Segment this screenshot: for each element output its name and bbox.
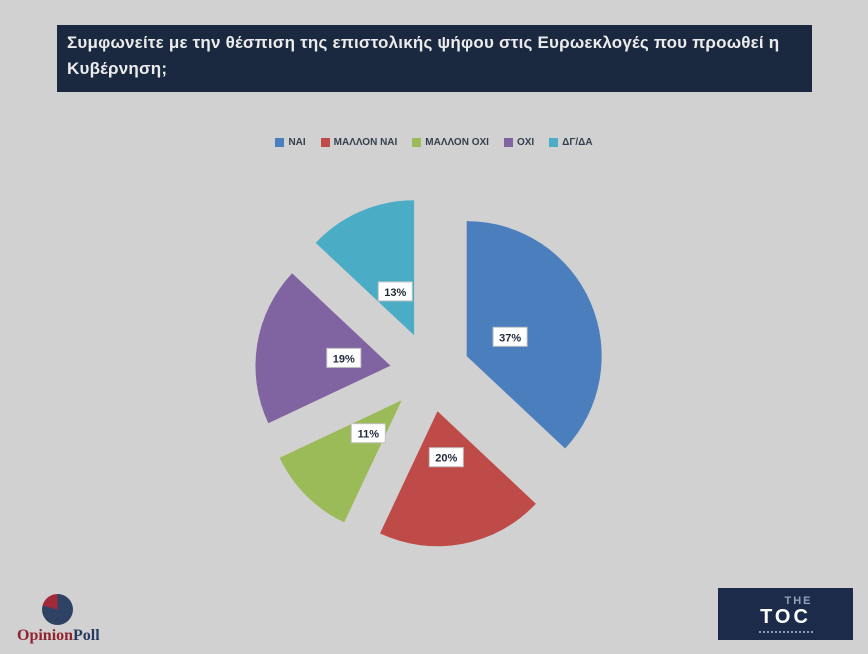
pie-label-box [492, 326, 528, 347]
pie-slice [466, 221, 602, 449]
pie-label-text: 13% [384, 287, 406, 299]
legend-item: ΟΧΙ [503, 137, 535, 148]
thetoc-logo: THE TOC [718, 588, 853, 640]
pie-label-text: 37% [499, 332, 521, 344]
pie-slice [255, 273, 391, 424]
chart-legend: ΝΑΙ ΜΑΛΛΟΝ ΝΑΙ ΜΑΛΛΟΝ ΟΧΙ ΟΧΙ ΔΓ/ΔΑ [0, 137, 868, 148]
thetoc-tagline-rule [758, 630, 813, 633]
legend-item: ΜΑΛΛΟΝ ΝΑΙ [320, 137, 398, 148]
opinionpoll-circle-icon [42, 594, 73, 625]
pie-label-box [326, 347, 362, 368]
legend-item: ΔΓ/ΔΑ [549, 137, 593, 148]
legend-label: ΔΓ/ΔΑ [562, 137, 593, 148]
legend-item: ΜΑΛΛΟΝ ΟΧΙ [412, 137, 489, 148]
pie-slice-label: 13% [377, 281, 413, 302]
pie-slice [315, 200, 415, 336]
legend-swatch-icon [503, 138, 513, 147]
legend-label: ΜΑΛΛΟΝ ΟΧΙ [425, 137, 489, 148]
pie-label-box [350, 423, 386, 444]
opinionpoll-logo: OpinionPoll [17, 594, 107, 645]
legend-item: ΝΑΙ [275, 137, 306, 148]
pie-label-box [428, 447, 464, 468]
legend-swatch-icon [275, 138, 285, 147]
legend-label: ΜΑΛΛΟΝ ΝΑΙ [333, 137, 398, 148]
pie-slice-label: 20% [428, 447, 464, 468]
legend-swatch-icon [412, 138, 422, 147]
pie-label-text: 19% [333, 353, 355, 365]
thetoc-logo-toc: TOC [760, 605, 811, 628]
pie-label-box [377, 281, 413, 302]
pie-label-text: 20% [435, 453, 457, 465]
opinionpoll-wordmark: OpinionPoll [17, 627, 107, 645]
legend-swatch-icon [320, 138, 330, 147]
pie-label-text: 11% [358, 429, 380, 441]
pie-slice [380, 411, 536, 547]
pie-slice-label: 19% [326, 347, 362, 368]
legend-label: ΟΧΙ [516, 137, 535, 148]
pie-slice-label: 37% [492, 326, 528, 347]
question-title: Συμφωνείτε με την θέσπιση της επιστολική… [57, 25, 812, 92]
opinionpoll-wordmark-poll: Poll [73, 627, 100, 644]
legend-label: ΝΑΙ [288, 137, 306, 148]
pie-slice-label: 11% [350, 423, 386, 444]
legend-swatch-icon [549, 138, 559, 147]
pie-slice [279, 400, 402, 523]
thetoc-logo-the: THE [784, 594, 813, 607]
opinionpoll-wordmark-opinion: Opinion [17, 627, 74, 644]
